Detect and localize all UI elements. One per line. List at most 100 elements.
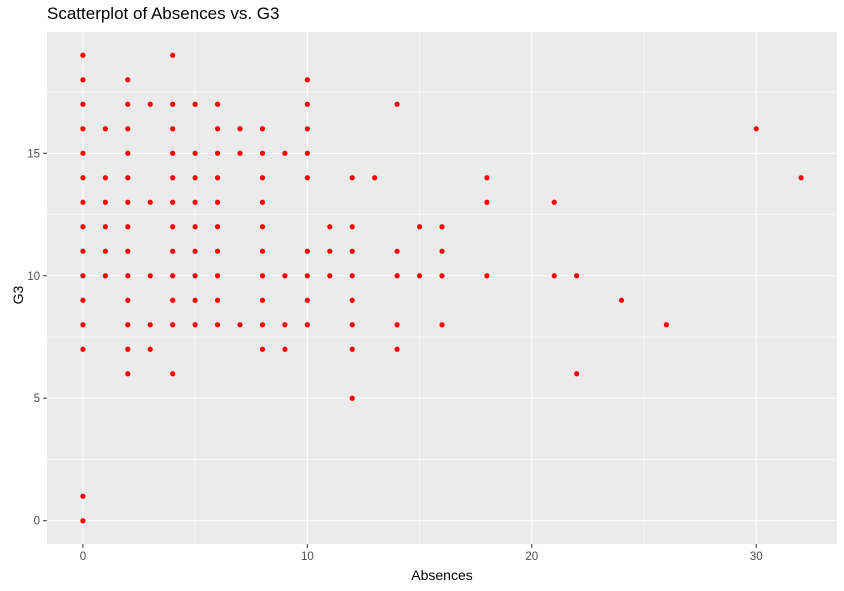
- data-point: [147, 273, 153, 279]
- data-point: [214, 322, 221, 328]
- data-point: [372, 175, 378, 181]
- data-point: [80, 101, 86, 107]
- data-point: [259, 346, 266, 352]
- data-point: [327, 248, 333, 254]
- data-point: [349, 297, 355, 303]
- y-tick-label: 0: [34, 516, 40, 528]
- data-point: [80, 273, 86, 279]
- data-point: [102, 199, 108, 205]
- data-point: [192, 297, 198, 303]
- data-point: [416, 224, 423, 230]
- data-point: [170, 150, 176, 156]
- data-point: [80, 52, 86, 58]
- data-point: [214, 248, 221, 254]
- data-point: [439, 224, 445, 230]
- data-point: [80, 518, 86, 524]
- data-point: [170, 224, 176, 230]
- data-point: [192, 248, 198, 254]
- chart-title: Scatterplot of Absences vs. G3: [47, 4, 280, 23]
- data-point: [102, 273, 108, 279]
- data-point: [304, 273, 310, 279]
- data-point: [259, 199, 266, 205]
- data-point: [170, 175, 176, 181]
- data-point: [125, 273, 131, 279]
- data-point: [125, 224, 131, 230]
- data-point: [192, 175, 198, 181]
- data-point: [798, 175, 804, 181]
- data-point: [80, 199, 86, 205]
- data-point: [192, 199, 198, 205]
- data-point: [214, 101, 221, 107]
- data-point: [80, 493, 86, 499]
- data-point: [349, 248, 355, 254]
- data-point: [349, 175, 355, 181]
- data-point: [147, 346, 153, 352]
- data-point: [170, 273, 176, 279]
- data-point: [125, 346, 131, 352]
- y-tick-label: 5: [34, 393, 40, 405]
- data-point: [125, 175, 131, 181]
- data-point: [80, 150, 86, 156]
- data-point: [147, 322, 153, 328]
- data-point: [170, 248, 176, 254]
- x-tick-label: 20: [525, 551, 538, 563]
- data-point: [80, 175, 86, 181]
- data-point: [192, 101, 198, 107]
- data-point: [349, 273, 355, 279]
- y-axis-label: G3: [10, 285, 26, 305]
- data-point: [327, 273, 333, 279]
- data-point: [349, 346, 355, 352]
- data-point: [170, 322, 176, 328]
- data-point: [102, 248, 108, 254]
- data-point: [170, 126, 176, 132]
- data-point: [304, 297, 310, 303]
- data-point: [484, 175, 490, 181]
- data-point: [304, 101, 310, 107]
- data-point: [214, 273, 221, 279]
- data-point: [394, 248, 400, 254]
- data-point: [349, 395, 355, 401]
- data-point: [259, 224, 266, 230]
- data-point: [192, 224, 198, 230]
- data-point: [574, 371, 580, 377]
- data-point: [394, 322, 400, 328]
- data-point: [237, 150, 243, 156]
- data-point: [349, 322, 355, 328]
- data-point: [125, 101, 131, 107]
- data-point: [349, 224, 355, 230]
- data-point: [416, 273, 423, 279]
- data-point: [282, 322, 288, 328]
- data-point: [394, 101, 400, 107]
- data-point: [439, 322, 445, 328]
- data-point: [551, 273, 557, 279]
- data-point: [259, 297, 266, 303]
- data-point: [237, 126, 243, 132]
- data-point: [259, 150, 266, 156]
- data-point: [259, 175, 266, 181]
- data-point: [192, 322, 198, 328]
- data-point: [102, 175, 108, 181]
- plot-panel: [47, 32, 837, 544]
- data-point: [237, 322, 243, 328]
- data-point: [214, 224, 221, 230]
- data-point: [125, 297, 131, 303]
- data-point: [214, 297, 221, 303]
- data-point: [439, 273, 445, 279]
- data-point: [147, 101, 153, 107]
- data-point: [80, 248, 86, 254]
- x-tick-label: 10: [301, 551, 314, 563]
- data-point: [125, 150, 131, 156]
- data-point: [170, 371, 176, 377]
- data-point: [214, 199, 221, 205]
- data-point: [304, 248, 310, 254]
- data-point: [394, 273, 400, 279]
- data-point: [618, 297, 625, 303]
- data-point: [170, 199, 176, 205]
- data-point: [304, 322, 310, 328]
- data-point: [80, 297, 86, 303]
- data-point: [484, 199, 490, 205]
- data-point: [214, 126, 221, 132]
- data-point: [170, 52, 176, 58]
